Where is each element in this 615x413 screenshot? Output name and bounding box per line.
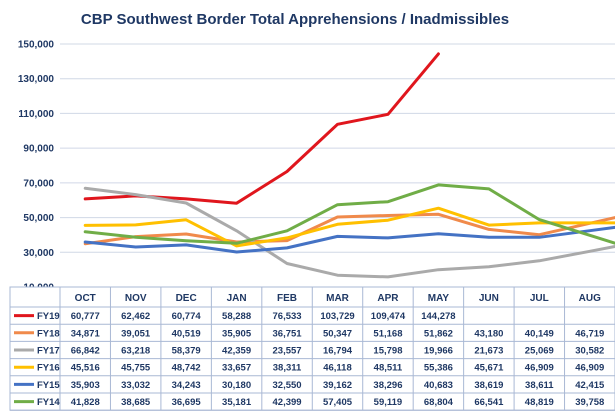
data-label: 43,180 [474,328,503,339]
data-label: 41,828 [71,397,100,408]
data-label: 46,719 [575,328,604,339]
data-label: 60,777 [71,311,100,322]
series-line-fy17 [83,186,615,279]
legend-label: FY16 [37,363,60,374]
data-label: 30,180 [222,380,251,391]
x-tick-label: FEB [277,293,297,304]
data-label: 38,296 [373,380,402,391]
data-label: 60,774 [172,311,202,322]
data-label: 40,683 [424,380,453,391]
data-label: 16,794 [323,346,353,357]
y-tick-label: 90,000 [23,144,54,155]
data-label: 66,842 [71,346,100,357]
series-line-fy18 [83,212,615,246]
legend-label: FY18 [37,328,60,339]
x-tick-label: AUG [579,293,601,304]
data-label: 51,168 [373,328,402,339]
data-label: 66,541 [474,397,504,408]
data-label: 109,474 [371,311,406,322]
legend-label: FY14 [37,397,60,408]
data-label: 68,804 [424,397,454,408]
data-label: 45,755 [121,363,151,374]
data-label: 39,758 [575,397,604,408]
x-tick-label: JAN [227,293,247,304]
data-label: 32,550 [273,380,302,391]
data-label: 33,657 [222,363,251,374]
data-label: 42,415 [575,380,605,391]
data-label: 45,516 [71,363,100,374]
data-label: 38,611 [525,380,554,391]
data-label: 62,462 [121,311,150,322]
legend-label: FY15 [37,380,60,391]
y-tick-label: 110,000 [18,109,54,120]
data-label: 38,619 [474,380,503,391]
x-tick-label: MAR [326,293,350,304]
data-label: 48,511 [374,363,403,374]
data-label: 39,051 [121,328,151,339]
data-label: 35,905 [222,328,252,339]
data-label: 46,118 [323,363,352,374]
x-tick-label: APR [377,293,399,304]
data-label: 34,871 [71,328,101,339]
data-label: 15,798 [373,346,402,357]
data-label: 38,685 [121,397,151,408]
x-tick-label: DEC [176,293,197,304]
data-label: 33,032 [121,380,150,391]
data-label: 51,862 [424,328,453,339]
data-label: 50,347 [323,328,352,339]
data-label: 39,162 [323,380,352,391]
data-label: 40,519 [172,328,201,339]
data-label: 58,379 [172,346,201,357]
y-tick-label: 150,000 [18,40,55,51]
legend-label: FY17 [37,346,60,357]
data-label: 23,557 [273,346,302,357]
x-tick-label: JUN [479,293,499,304]
data-label: 76,533 [273,311,302,322]
series-lines [83,52,615,279]
data-label: 21,673 [474,346,503,357]
chart-title: CBP Southwest Border Total Apprehensions… [81,11,509,28]
data-label: 48,819 [525,397,554,408]
data-label: 19,966 [424,346,453,357]
series-line-fy14 [83,183,615,245]
data-label: 55,386 [424,363,453,374]
data-label: 103,729 [320,311,354,322]
data-label: 63,218 [121,346,150,357]
y-tick-label: 30,000 [23,248,54,259]
legend-label: FY19 [37,311,60,322]
y-tick-label: 130,000 [18,74,55,85]
x-tick-label: OCT [75,293,96,304]
data-label: 35,181 [222,397,252,408]
data-label: 144,278 [421,311,455,322]
data-label: 42,399 [273,397,302,408]
data-label: 59,119 [374,397,403,408]
data-label: 48,742 [172,363,201,374]
data-label: 42,359 [222,346,251,357]
data-label: 40,149 [525,328,554,339]
data-table: OCT NOV DEC JAN FEB MAR APR MAY JUN JUL AUG FY19 60,… [9,286,615,411]
data-label: 58,288 [222,311,251,322]
data-label: 36,695 [172,397,202,408]
data-label: 36,751 [273,328,303,339]
data-label: 35,903 [71,380,100,391]
data-label: 34,243 [172,380,201,391]
y-tick-label: 70,000 [23,178,54,189]
x-tick-label: NOV [125,293,147,304]
data-label: 45,671 [474,363,504,374]
data-label: 25,069 [525,346,554,357]
data-label: 46,909 [575,363,604,374]
series-line-fy15 [83,225,615,254]
x-tick-label: JUL [530,293,549,304]
x-tick-label: MAY [428,293,450,304]
data-label: 46,909 [525,363,554,374]
y-tick-label: 50,000 [23,213,54,224]
data-label: 57,405 [323,397,353,408]
data-label: 30,582 [575,346,604,357]
data-label: 38,311 [273,363,302,374]
